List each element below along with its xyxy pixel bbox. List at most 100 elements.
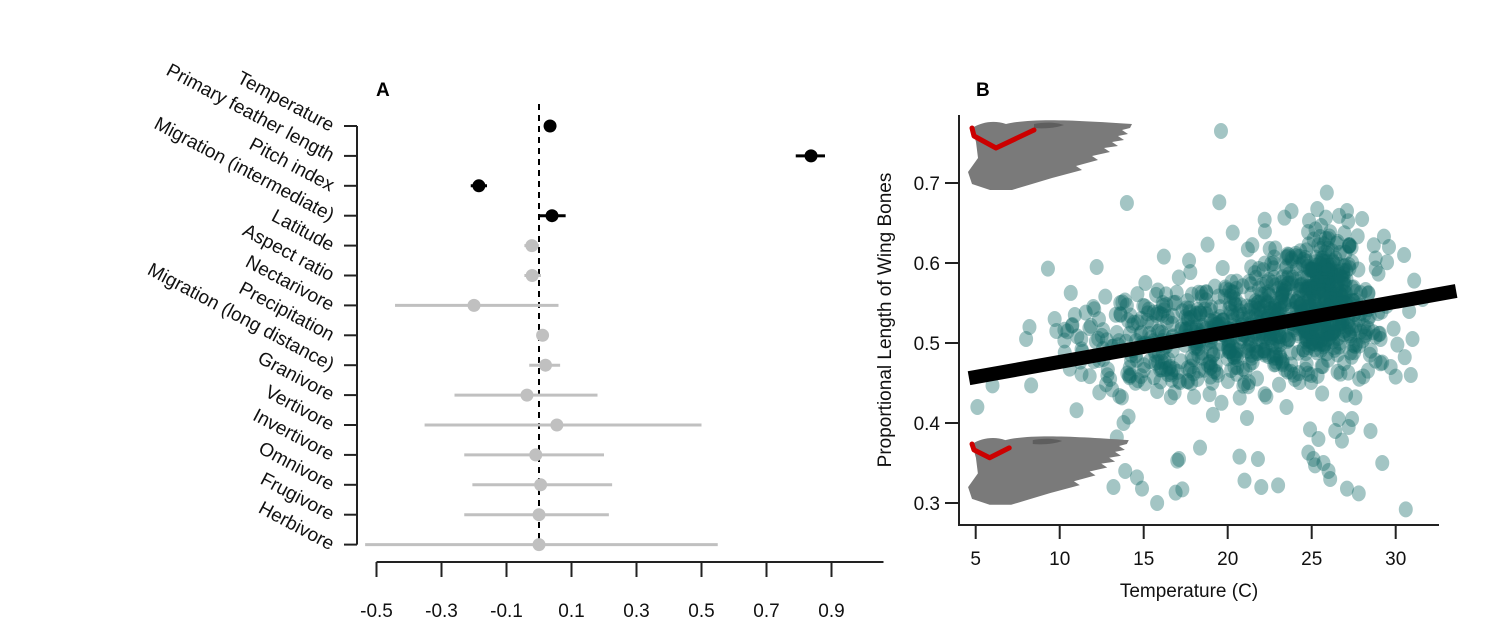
scatter-point [1324,272,1339,289]
scatter-point [1351,261,1366,278]
scatter-point [1065,316,1080,333]
panel-b-label: B [976,80,990,101]
scatter-point [1086,299,1101,315]
scatter-point [1298,281,1313,298]
scatter-point [1299,242,1314,259]
scatter-point [1257,211,1272,228]
scatter-point [1363,423,1378,439]
scatter-point [1206,313,1221,330]
scatter-point [1229,342,1244,359]
scatter-point [1339,203,1354,219]
scatter-point [1074,365,1089,382]
scatter-point [1338,244,1353,261]
scatter-point [1279,399,1294,415]
scatter-point [1236,377,1251,394]
scatter-point [1310,284,1325,301]
scatter-point [1215,259,1230,276]
scatter-point [1368,250,1383,267]
scatter-point [1272,328,1287,345]
scatter-point [1341,257,1356,274]
scatter-point [1298,361,1313,378]
scatter-point [1235,278,1250,295]
scatter-point [1336,266,1351,283]
scatter-point [1244,299,1259,316]
scatter-point [1316,275,1331,292]
scatter-point [1261,284,1276,301]
scatter-point [1136,297,1151,314]
scatter-point [1225,345,1240,362]
scatter-point [1386,320,1401,337]
scatter-point [1275,284,1290,301]
scatter-point [1317,267,1332,284]
scatter-point [1248,293,1263,310]
scatter-point [1313,342,1328,359]
scatter-point [1313,229,1328,246]
scatter-point [1241,302,1256,319]
scatter-point [1268,346,1283,363]
panel-b-axes: 5 10 15 20 25 30 0.3 0.4 0.5 0.6 0.7 [914,115,1439,570]
scatter-point [1305,322,1320,339]
scatter-point [1291,365,1306,382]
scatter-point [1267,298,1282,315]
scatter-point [1308,335,1323,352]
scatter-point [1336,258,1351,275]
estimate-point [534,478,548,492]
scatter-point [1335,315,1350,332]
scatter-point [1238,362,1253,379]
scatter-point [1224,284,1239,301]
scatter-point [1133,325,1148,342]
scatter-point [1337,354,1352,371]
scatter-point [1250,451,1265,467]
scatter-point [1273,336,1288,353]
scatter-point [1263,301,1278,318]
scatter-point [1184,349,1199,366]
scatter-point [1194,289,1209,306]
scatter-point [1257,346,1272,363]
panel-b-scatter-plot: B 5 10 15 20 25 30 0.3 0.4 0.5 0.6 0.7 Temperature… [875,80,1458,602]
scatter-point [1318,258,1333,275]
scatter-point [1100,361,1115,378]
scatter-point [1330,233,1345,250]
scatter-point [1323,263,1338,280]
scatter-point [1313,271,1328,288]
scatter-point [1218,281,1233,298]
scatter-point [1267,300,1282,317]
wing-shadow [1032,438,1063,445]
scatter-point [1182,252,1197,269]
scatter-point [1291,344,1306,361]
scatter-point [1282,293,1297,310]
scatter-point [1283,363,1298,380]
scatter-point [1272,347,1287,364]
scatter-point [1348,317,1363,334]
scatter-point [1407,272,1422,289]
scatter-point [1315,358,1330,375]
scatter-point [1236,360,1251,377]
scatter-point [1301,444,1316,461]
scatter-point [1360,362,1375,379]
wing-silhouette [968,120,1132,190]
scatter-point [1311,431,1326,447]
scatter-point [1223,342,1238,359]
scatter-point [1275,287,1290,304]
scatter-point [1307,293,1322,310]
scatter-point [1142,325,1157,342]
scatter-point [1063,284,1078,301]
scatter-point [1265,274,1280,291]
scatter-point [1353,323,1368,340]
scatter-point [1318,262,1333,279]
scatter-point [1157,302,1172,319]
scatter-point [1273,349,1288,366]
scatter-point [1315,256,1330,273]
scatter-point [1230,342,1245,359]
scatter-point [1269,349,1284,366]
scatter-point [1326,254,1341,271]
scatter-point [1288,293,1303,310]
scatter-point [1106,479,1121,495]
scatter-point [1274,354,1289,371]
scatter-point [1233,297,1248,314]
scatter-point [1306,260,1321,277]
scatter-point [1226,289,1241,306]
scatter-point [1154,359,1169,376]
panel-b-x-tick-label: 10 [1049,549,1070,570]
scatter-point [1348,283,1363,300]
